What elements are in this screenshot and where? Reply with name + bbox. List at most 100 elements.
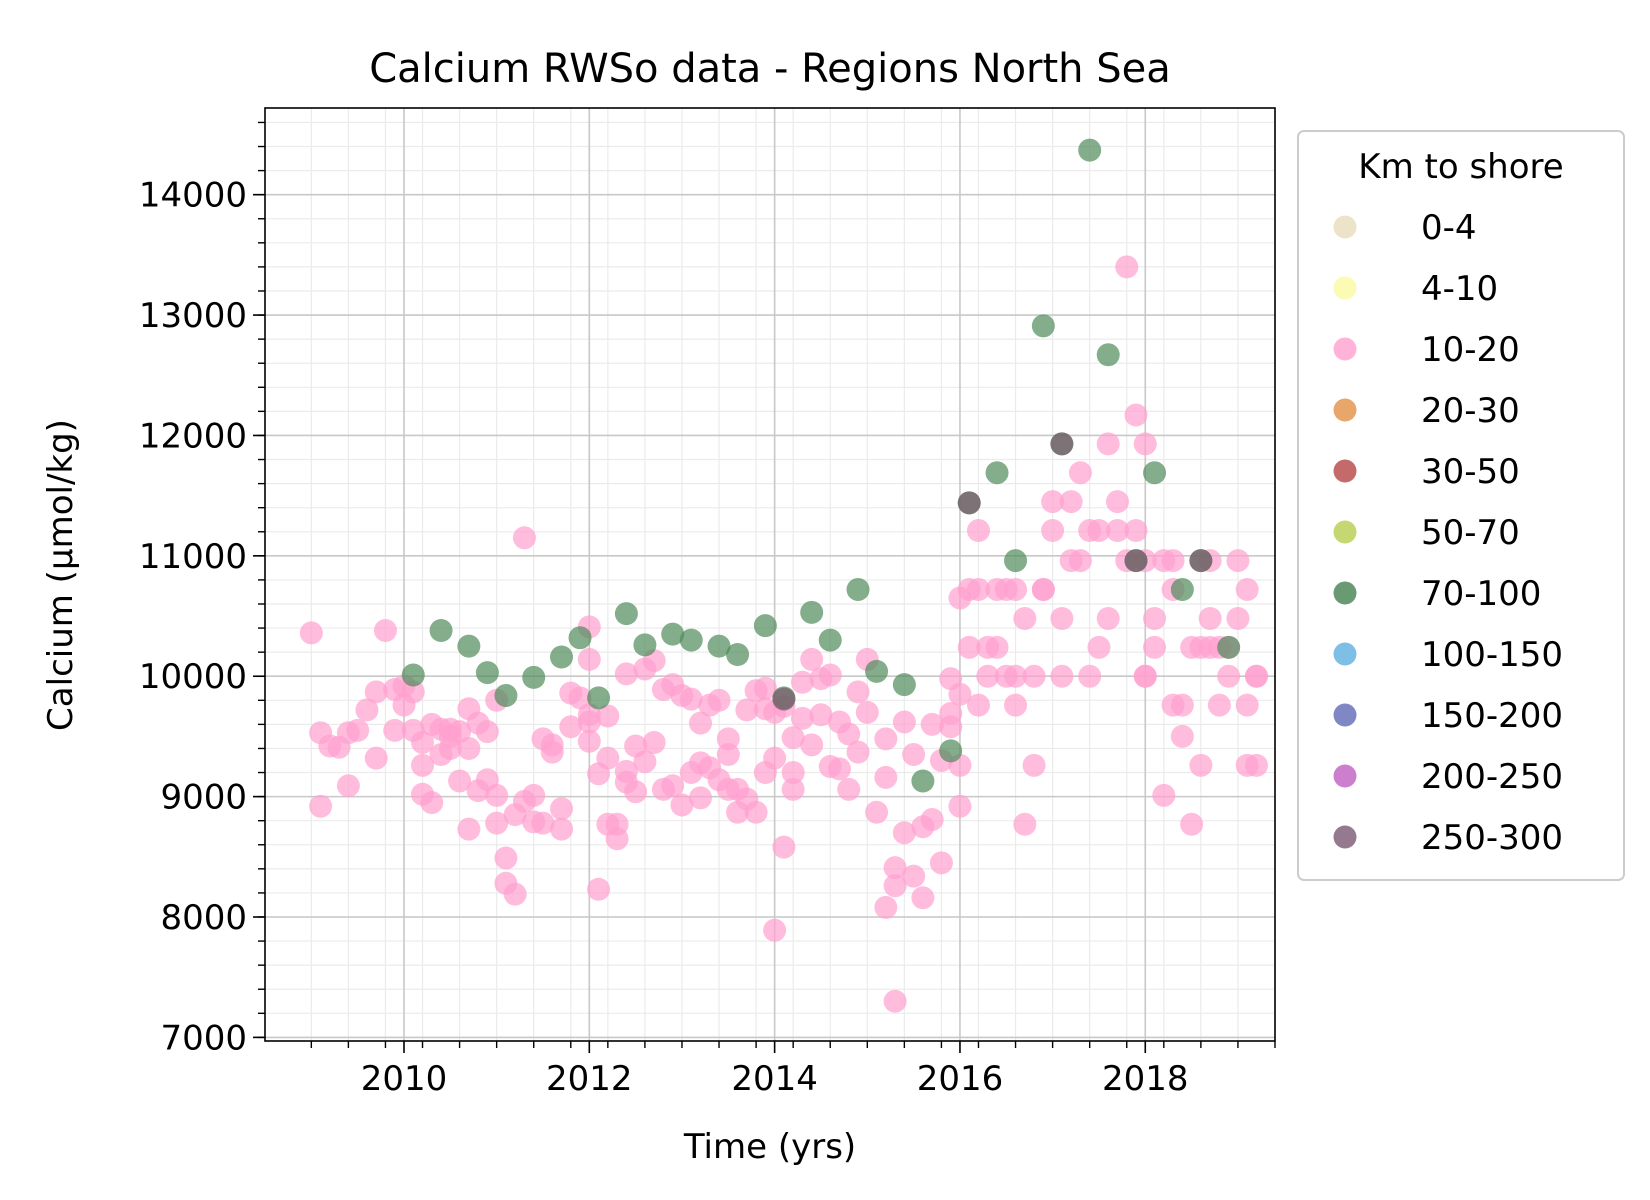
data-point	[800, 647, 824, 671]
data-point	[411, 753, 435, 777]
data-point	[1198, 606, 1222, 630]
data-point	[1068, 549, 1092, 573]
legend-entry-100-150: 100-150	[1333, 635, 1563, 675]
legend-marker	[1333, 703, 1357, 727]
data-point	[1133, 664, 1157, 688]
data-point	[577, 647, 601, 671]
data-point	[929, 851, 953, 875]
legend-marker	[1333, 520, 1357, 544]
data-point	[299, 621, 323, 645]
data-point	[1031, 578, 1055, 602]
legend-entry-0-4: 0-4	[1333, 208, 1477, 248]
data-point	[661, 774, 685, 798]
y-tick-label: 7000	[160, 1018, 247, 1058]
data-point	[1189, 549, 1213, 573]
legend-entry-20-30: 20-30	[1333, 391, 1520, 431]
data-point	[614, 602, 638, 626]
data-point	[837, 777, 861, 801]
data-point	[809, 703, 833, 727]
data-point	[939, 702, 963, 726]
legend-marker	[1333, 825, 1357, 849]
data-point	[550, 645, 574, 669]
y-tick-label: 11000	[139, 537, 247, 577]
data-point	[550, 817, 574, 841]
legend-label: 4-10	[1421, 269, 1498, 309]
data-point	[846, 578, 870, 602]
data-point	[485, 783, 509, 807]
y-tick-label: 10000	[139, 657, 247, 697]
data-point	[892, 673, 916, 697]
data-point	[355, 698, 379, 722]
data-point	[689, 711, 713, 735]
data-point	[1078, 664, 1102, 688]
chart-title: Calcium RWSo data - Regions North Sea	[369, 46, 1171, 92]
data-point	[401, 680, 425, 704]
data-point	[1226, 606, 1250, 630]
data-point	[1244, 664, 1268, 688]
data-point	[920, 807, 944, 831]
data-point	[1207, 693, 1231, 717]
data-point	[753, 676, 777, 700]
data-point	[1041, 519, 1065, 543]
data-point	[772, 835, 796, 859]
data-point	[605, 827, 629, 851]
data-points	[299, 138, 1268, 1013]
data-point	[494, 846, 518, 870]
data-point	[531, 811, 555, 835]
data-point	[1124, 519, 1148, 543]
data-point	[957, 635, 981, 659]
data-point	[1013, 812, 1037, 836]
data-point	[1235, 693, 1259, 717]
legend-entry-200-250: 200-250	[1333, 757, 1563, 797]
data-point	[540, 740, 564, 764]
data-point	[1078, 138, 1102, 162]
legend-label: 250-300	[1421, 818, 1563, 858]
legend-entry-70-100: 70-100	[1333, 574, 1541, 614]
data-point	[568, 686, 592, 710]
data-point	[373, 618, 397, 642]
data-point	[438, 736, 462, 760]
legend-box	[1297, 130, 1625, 881]
data-point	[800, 733, 824, 757]
legend-label: 20-30	[1421, 391, 1520, 431]
data-point	[512, 526, 536, 550]
data-point	[966, 519, 990, 543]
data-point	[865, 659, 889, 683]
data-point	[874, 727, 898, 751]
y-tick-label: 12000	[139, 416, 247, 456]
data-point	[577, 729, 601, 753]
data-point	[883, 874, 907, 898]
data-point	[642, 730, 666, 754]
x-tick-label: 2018	[1102, 1059, 1189, 1099]
data-point	[948, 682, 972, 706]
data-point	[1096, 606, 1120, 630]
data-point	[902, 864, 926, 888]
x-tick-label: 2016	[917, 1059, 1004, 1099]
legend: Km to shore 0-4 4-10 10-20 20-30 30-50 50-70 7…	[1297, 130, 1625, 881]
data-point	[800, 600, 824, 624]
data-point	[911, 769, 935, 793]
data-point	[448, 720, 472, 744]
data-point	[689, 786, 713, 810]
data-point	[364, 746, 388, 770]
data-point	[883, 989, 907, 1013]
data-point	[679, 628, 703, 652]
data-point	[920, 712, 944, 736]
data-point	[1059, 490, 1083, 514]
data-point	[818, 628, 842, 652]
data-point	[781, 777, 805, 801]
data-point	[1087, 635, 1111, 659]
series-70-100	[401, 138, 1241, 793]
data-point	[1004, 549, 1028, 573]
data-point	[1087, 519, 1111, 543]
y-tick-label: 14000	[139, 176, 247, 216]
data-point	[364, 680, 388, 704]
data-point	[874, 765, 898, 789]
data-point	[1170, 578, 1194, 602]
data-point	[1004, 578, 1028, 602]
data-point	[1041, 490, 1065, 514]
legend-entry-10-20: 10-20	[1333, 330, 1520, 370]
data-point	[883, 856, 907, 880]
data-point	[614, 662, 638, 686]
data-point	[596, 704, 620, 728]
